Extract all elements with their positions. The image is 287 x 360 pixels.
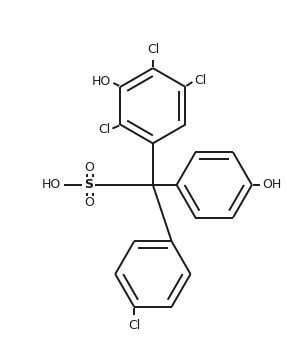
- Text: OH: OH: [262, 179, 281, 192]
- Text: HO: HO: [42, 179, 61, 192]
- Text: O: O: [85, 196, 94, 209]
- Text: O: O: [85, 161, 94, 174]
- Text: S: S: [84, 179, 93, 192]
- Text: HO: HO: [92, 76, 111, 89]
- Text: Cl: Cl: [147, 43, 159, 56]
- Text: Cl: Cl: [98, 123, 110, 136]
- Text: Cl: Cl: [194, 75, 207, 87]
- Text: Cl: Cl: [128, 319, 140, 332]
